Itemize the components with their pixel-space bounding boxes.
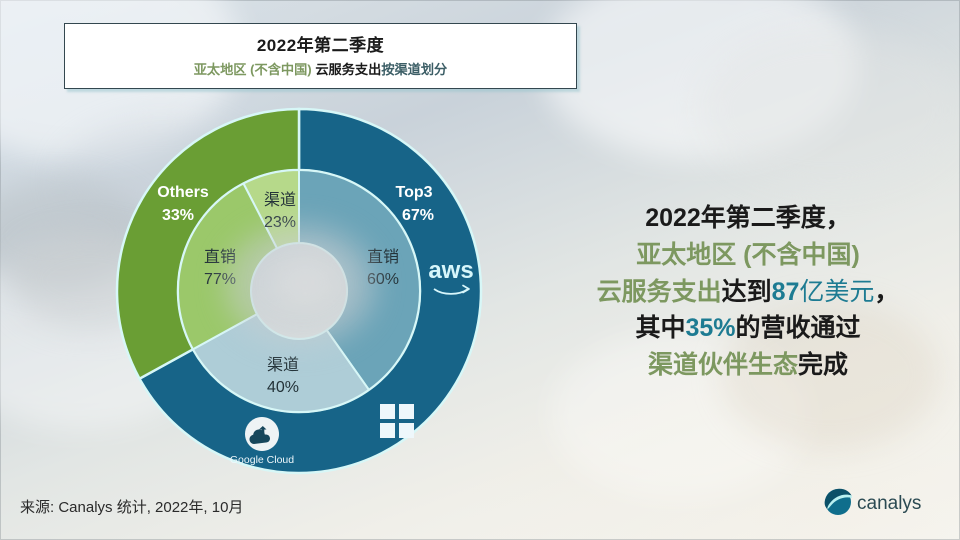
svg-text:33%: 33% [162,207,194,224]
svg-text:渠道: 渠道 [267,356,299,374]
svg-text:Google Cloud: Google Cloud [230,454,294,466]
svg-text:aws: aws [428,257,473,284]
svg-text:渠道: 渠道 [264,191,296,209]
svg-text:Others: Others [157,184,209,201]
svg-text:Top3: Top3 [395,184,432,201]
svg-text:直销: 直销 [367,248,399,266]
svg-text:40%: 40% [267,379,299,396]
svg-text:67%: 67% [402,207,434,224]
